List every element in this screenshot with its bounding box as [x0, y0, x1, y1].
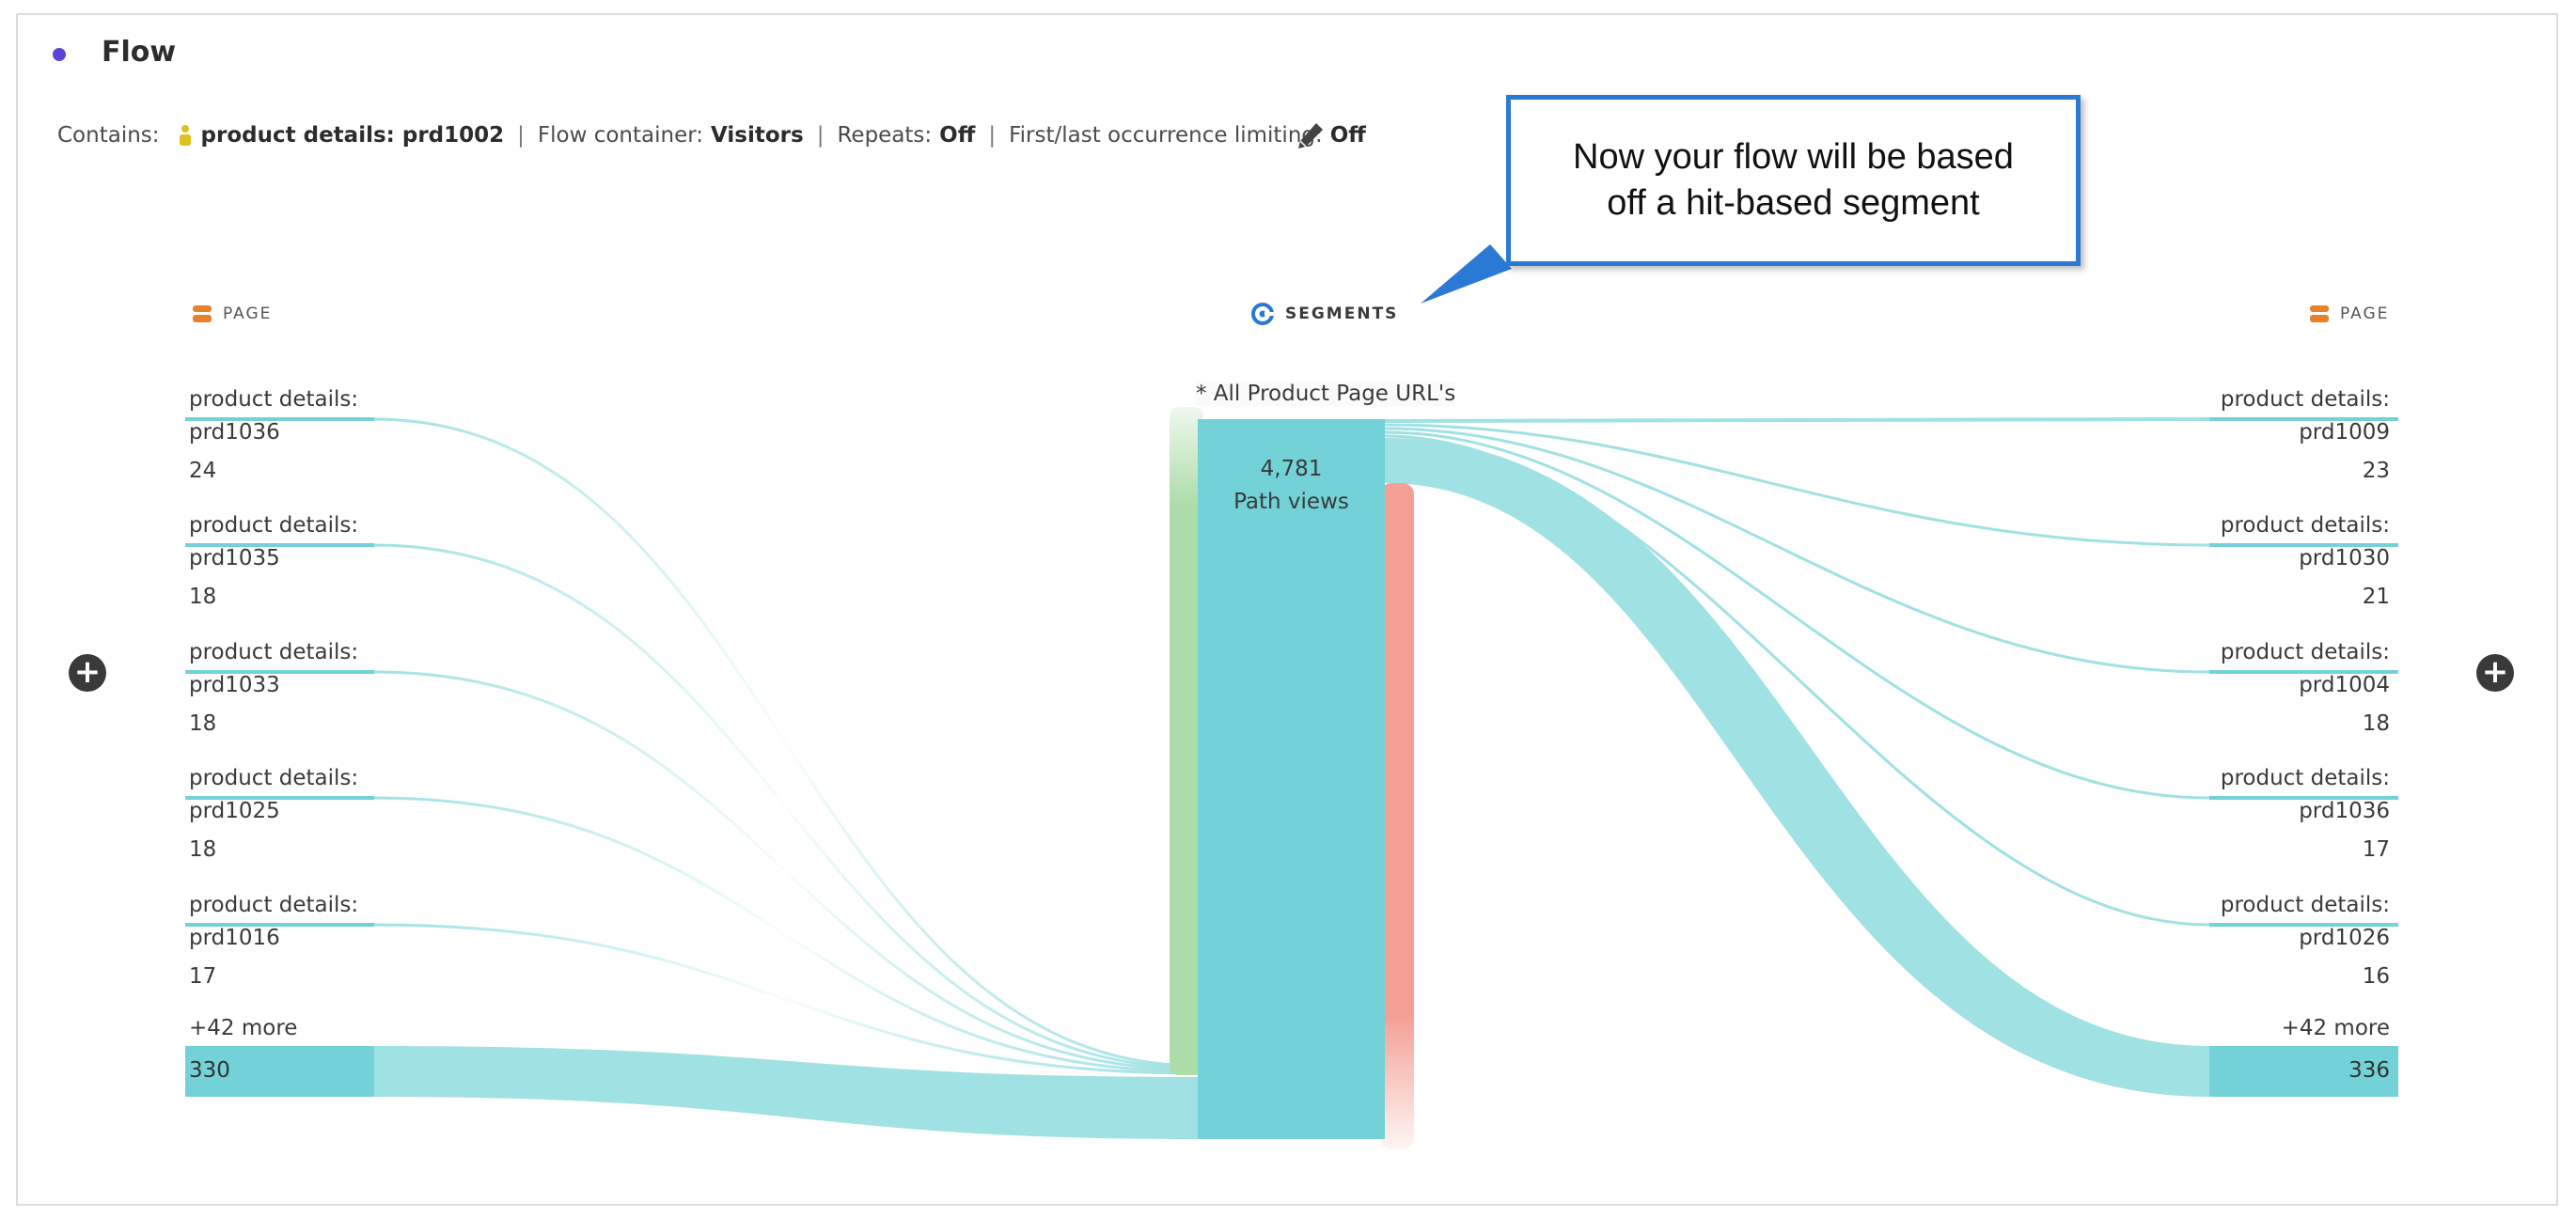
separator: |: [988, 123, 997, 148]
right-node-value: 21: [2362, 585, 2390, 609]
flow-settings-summary: Contains: product details: prd1002 | Flo…: [57, 123, 1366, 148]
left-node-value: 18: [189, 837, 217, 862]
right-node-value: 16: [2362, 964, 2390, 989]
right-more-label[interactable]: +42 more: [2281, 1016, 2390, 1040]
left-node-id[interactable]: prd1035: [189, 546, 280, 570]
center-node-value: 4,781: [1260, 457, 1323, 481]
center-column-header[interactable]: SEGMENTS: [1251, 303, 1398, 325]
panel-status-dot: [53, 48, 66, 61]
left-node-value: 18: [189, 711, 217, 736]
contains-label: Contains:: [57, 123, 160, 148]
segment-icon: [1251, 303, 1274, 325]
right-node-id[interactable]: prd1026: [2299, 926, 2390, 950]
right-flow-link: [1384, 427, 2210, 674]
center-node-unit: Path views: [1233, 490, 1349, 514]
left-node-bar[interactable]: [185, 670, 374, 674]
left-node-id[interactable]: prd1025: [189, 799, 280, 823]
pencil-icon[interactable]: [1296, 120, 1326, 150]
left-more-value: 330: [189, 1058, 230, 1083]
right-column-header[interactable]: PAGE: [2308, 303, 2389, 325]
right-node-name[interactable]: product details:: [2220, 387, 2390, 412]
dimension-icon: [2310, 305, 2329, 322]
add-right-column-button[interactable]: +: [2476, 654, 2514, 692]
dimension-icon: [179, 125, 191, 146]
center-node-label[interactable]: * All Product Page URL's: [1196, 382, 1456, 406]
right-node-name[interactable]: product details:: [2220, 640, 2390, 664]
left-more-node[interactable]: [185, 1046, 374, 1097]
left-node-id[interactable]: prd1036: [189, 420, 280, 445]
container-value: Visitors: [711, 123, 804, 148]
left-node-name[interactable]: product details:: [189, 513, 359, 538]
container-label: Flow container:: [537, 123, 704, 148]
callout-line-2: off a hit-based segment: [1607, 183, 1980, 223]
left-more-label[interactable]: +42 more: [189, 1016, 298, 1040]
right-node-name[interactable]: product details:: [2220, 766, 2390, 790]
right-node-id[interactable]: prd1036: [2299, 799, 2390, 823]
left-column-header[interactable]: PAGE: [191, 303, 272, 325]
left-more-flow-link: [374, 1046, 1198, 1139]
exit-bar: [1380, 483, 1414, 1149]
annotation-callout: Now your flow will be based off a hit-bas…: [1506, 95, 2081, 266]
right-node-value: 18: [2362, 711, 2390, 736]
left-flow-link: [373, 923, 1199, 1075]
right-more-value: 336: [2348, 1058, 2390, 1083]
entry-bar: [1170, 407, 1203, 1075]
left-flow-link: [373, 417, 1199, 1068]
left-node-bar[interactable]: [185, 796, 374, 800]
right-node-id[interactable]: prd1009: [2299, 420, 2390, 445]
right-node-name[interactable]: product details:: [2220, 893, 2390, 917]
right-flow-link: [1384, 417, 2210, 423]
left-node-name[interactable]: product details:: [189, 766, 359, 790]
left-node-id[interactable]: prd1016: [189, 926, 280, 950]
left-node-name[interactable]: product details:: [189, 387, 359, 412]
left-flow-link: [373, 543, 1199, 1070]
callout-line-1: Now your flow will be based: [1573, 136, 2014, 177]
left-node-value: 24: [189, 459, 217, 483]
callout-arrow: [1421, 244, 1512, 304]
center-column-title: SEGMENTS: [1285, 304, 1399, 323]
left-flow-link: [373, 796, 1199, 1073]
left-node-bar[interactable]: [185, 923, 374, 927]
flow-panel: [16, 13, 2558, 1206]
right-node-bar[interactable]: [2209, 796, 2398, 800]
right-node-bar[interactable]: [2209, 670, 2398, 674]
left-node-value: 18: [189, 585, 217, 609]
left-node-id[interactable]: prd1033: [189, 673, 280, 697]
right-node-bar[interactable]: [2209, 417, 2398, 421]
repeats-label: Repeats:: [837, 123, 933, 148]
add-left-column-button[interactable]: +: [69, 654, 106, 692]
left-column-title: PAGE: [223, 304, 273, 323]
left-node-value: 17: [189, 964, 217, 989]
right-node-value: 17: [2362, 837, 2390, 862]
right-flow-link: [1384, 423, 2210, 547]
left-node-name[interactable]: product details:: [189, 893, 359, 917]
left-node-name[interactable]: product details:: [189, 640, 359, 664]
right-more-node[interactable]: [2209, 1046, 2398, 1097]
right-node-name[interactable]: product details:: [2220, 513, 2390, 538]
left-flow-link: [373, 670, 1199, 1071]
left-node-bar[interactable]: [185, 543, 374, 547]
limiting-label: First/last occurrence limiting:: [1009, 123, 1323, 148]
right-node-bar[interactable]: [2209, 543, 2398, 547]
separator: |: [517, 123, 525, 148]
repeats-value: Off: [939, 123, 976, 148]
right-node-id[interactable]: prd1004: [2299, 673, 2390, 697]
separator: |: [816, 123, 825, 148]
right-node-value: 23: [2362, 459, 2390, 483]
limiting-value: Off: [1329, 123, 1366, 148]
right-column-title: PAGE: [2340, 304, 2390, 323]
right-more-flow-link: [1385, 438, 2209, 1097]
center-node-bar[interactable]: [1198, 419, 1385, 1139]
contains-value: product details: prd1002: [200, 123, 505, 148]
right-node-bar[interactable]: [2209, 923, 2398, 927]
right-flow-link: [1384, 430, 2210, 800]
dimension-icon: [193, 305, 212, 322]
left-node-bar[interactable]: [185, 417, 374, 421]
panel-title: Flow: [102, 36, 177, 69]
right-node-id[interactable]: prd1030: [2299, 546, 2390, 570]
